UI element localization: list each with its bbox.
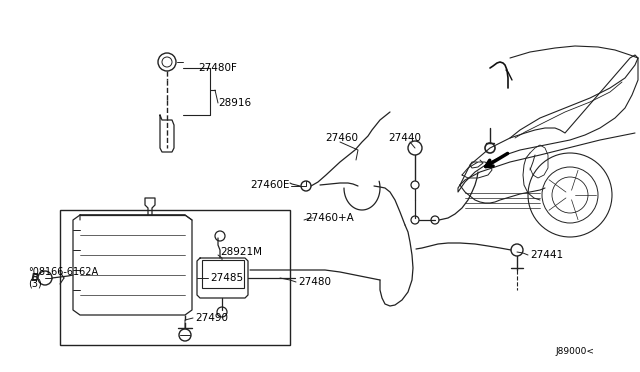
Text: 27480F: 27480F: [198, 63, 237, 73]
Text: 27485: 27485: [210, 273, 243, 283]
Text: 27460E: 27460E: [250, 180, 290, 190]
Text: 28916: 28916: [218, 98, 251, 108]
Text: 27440: 27440: [388, 133, 421, 143]
Text: 27460: 27460: [325, 133, 358, 143]
Bar: [202, 260, 244, 288]
Text: 27480: 27480: [298, 277, 331, 287]
Text: B: B: [31, 273, 39, 283]
Text: 27490: 27490: [195, 313, 228, 323]
Text: 27441: 27441: [530, 250, 563, 260]
Text: 27460+A: 27460+A: [305, 213, 354, 223]
Bar: [60, 210, 290, 345]
Text: 28921M: 28921M: [220, 247, 262, 257]
Text: J89000<: J89000<: [555, 347, 594, 356]
Text: °08166-6162A
(3): °08166-6162A (3): [28, 267, 98, 289]
